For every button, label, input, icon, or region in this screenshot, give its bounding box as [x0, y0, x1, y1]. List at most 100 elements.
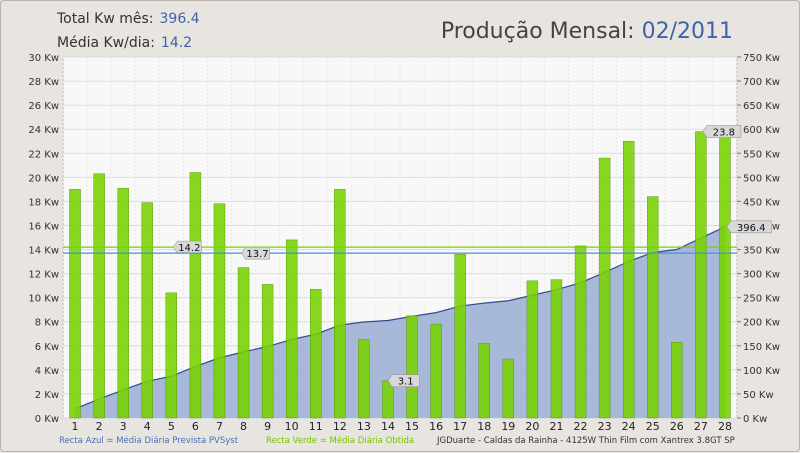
cumulative-total-label: 396.4 — [737, 223, 766, 234]
y-left-tick-label: 28 Kw — [28, 77, 59, 88]
bar-day-4 — [141, 202, 153, 419]
right-axis-ticks: 0 Kw 50 Kw 100 Kw 150 Kw 200 Kw 250 Kw 300 Kw 3… — [737, 53, 780, 425]
bar-value-label: 3.1 — [398, 377, 414, 388]
media-stat: Média Kw/dia: 14.2 — [57, 35, 192, 51]
daily-bars — [69, 131, 731, 419]
bar-value-label-box — [702, 125, 742, 138]
cumulative-area — [74, 226, 726, 418]
bar-day-24 — [622, 141, 635, 419]
x-tick-label: 24 — [622, 420, 636, 433]
y-right-tick-label: 150 Kw — [743, 342, 780, 353]
y-left-tick-label: 26 Kw — [28, 101, 59, 112]
y-left-tick-label: 16 Kw — [28, 221, 59, 232]
bar-day-9 — [261, 284, 274, 419]
x-tick-label: 12 — [333, 420, 347, 433]
footer-credit: JGDuarte - Caldas da Rainha - 4125W Thin… — [437, 436, 735, 446]
bar-day-12 — [334, 189, 346, 419]
left-axis-ticks: 0 Kw 2 Kw 4 Kw 6 Kw 8 Kw 10 Kw 12 Kw 14 Kw 16 Kw… — [28, 53, 59, 425]
bar-day-21 — [550, 279, 563, 419]
x-tick-label: 6 — [192, 420, 199, 433]
title-prefix: Produção Mensal: — [440, 19, 635, 44]
bar-value-label: 23.8 — [713, 128, 735, 139]
chart-title: Produção Mensal: 02/2011 — [441, 19, 733, 44]
x-tick-label: 17 — [453, 420, 467, 433]
bar-day-25 — [647, 196, 659, 419]
bar-day-1 — [69, 189, 81, 419]
x-tick-label: 16 — [429, 420, 443, 433]
bar-day-13 — [358, 339, 370, 419]
bar-day-28 — [719, 137, 731, 419]
total-stat: Total Kw mês: 396.4 — [57, 11, 200, 27]
y-right-tick-label: 550 Kw — [743, 149, 780, 160]
x-tick-label: 11 — [309, 420, 323, 433]
bar-day-27 — [695, 131, 707, 419]
bar-day-18 — [478, 343, 490, 419]
reference-label: 14.2 — [178, 243, 200, 254]
y-right-tick-label: 650 Kw — [743, 101, 780, 112]
y-left-tick-label: 14 Kw — [28, 246, 59, 257]
x-tick-label: 13 — [357, 420, 371, 433]
bar-day-3 — [117, 187, 129, 419]
y-right-tick-label: 450 Kw — [743, 197, 780, 208]
reference-label-box — [172, 240, 202, 254]
reference-label: 13.7 — [246, 249, 268, 260]
y-right-tick-label: 250 Kw — [743, 294, 780, 305]
bar-day-19 — [502, 358, 515, 419]
bar-day-11 — [310, 289, 322, 419]
x-tick-label: 20 — [525, 420, 539, 433]
y-left-tick-label: 20 Kw — [28, 173, 59, 184]
y-left-tick-label: 30 Kw — [28, 53, 59, 64]
bar-day-20 — [526, 280, 539, 419]
x-tick-label: 7 — [216, 420, 223, 433]
y-left-tick-label: 22 Kw — [28, 149, 59, 160]
legend-green-line: Recta Verde = Média Diária Obtida — [266, 436, 415, 446]
bar-day-22 — [574, 245, 587, 419]
average-lines: 14.2 13.7 — [63, 240, 737, 260]
bar-day-16 — [430, 323, 442, 419]
bar-day-2 — [93, 173, 105, 419]
x-tick-label: 2 — [96, 420, 103, 433]
y-right-tick-label: 600 Kw — [743, 125, 780, 136]
y-right-tick-label: 100 Kw — [743, 366, 780, 377]
bar-value-label-box — [387, 374, 420, 387]
y-left-tick-label: 6 Kw — [35, 342, 59, 353]
x-tick-label: 15 — [405, 420, 419, 433]
total-label: Total Kw mês: — [57, 11, 154, 27]
x-tick-label: 19 — [501, 420, 515, 433]
x-tick-label: 18 — [477, 420, 491, 433]
y-right-tick-label: 500 Kw — [743, 173, 780, 184]
x-tick-label: 14 — [381, 420, 395, 433]
x-tick-label: 26 — [670, 420, 684, 433]
bar-day-5 — [165, 292, 178, 419]
x-tick-label: 5 — [168, 420, 175, 433]
x-tick-label: 10 — [285, 420, 299, 433]
y-right-tick-label: 200 Kw — [743, 318, 780, 329]
bar-day-23 — [598, 157, 611, 419]
y-left-tick-label: 24 Kw — [28, 125, 59, 136]
bar-day-10 — [285, 239, 298, 419]
y-right-tick-label: 300 Kw — [743, 270, 780, 281]
bar-day-8 — [237, 267, 250, 419]
legend-blue-line: Recta Azul = Média Diária Prevista PVSys… — [59, 436, 239, 446]
x-tick-label: 21 — [549, 420, 563, 433]
cumulative-area-fill — [75, 226, 725, 418]
y-right-tick-label: 750 Kw — [743, 53, 780, 64]
media-value: 14.2 — [160, 35, 193, 51]
data-labels: 3.1 23.8 396.4 — [387, 125, 772, 388]
y-left-tick-label: 8 Kw — [35, 318, 59, 329]
x-tick-label: 28 — [718, 420, 732, 433]
y-left-tick-label: 0 Kw — [35, 414, 59, 425]
bar-day-17 — [454, 254, 466, 419]
y-right-tick-label: 350 Kw — [743, 246, 780, 257]
y-left-tick-label: 10 Kw — [28, 294, 59, 305]
x-tick-label: 25 — [646, 420, 660, 433]
y-left-tick-label: 2 Kw — [35, 390, 59, 401]
x-tick-label: 27 — [694, 420, 708, 433]
title-month: 02/2011 — [641, 19, 733, 44]
media-label: Média Kw/dia: — [57, 35, 155, 51]
y-right-tick-label: 50 Kw — [743, 390, 774, 401]
x-tick-label: 8 — [240, 420, 247, 433]
total-value: 396.4 — [159, 11, 200, 27]
